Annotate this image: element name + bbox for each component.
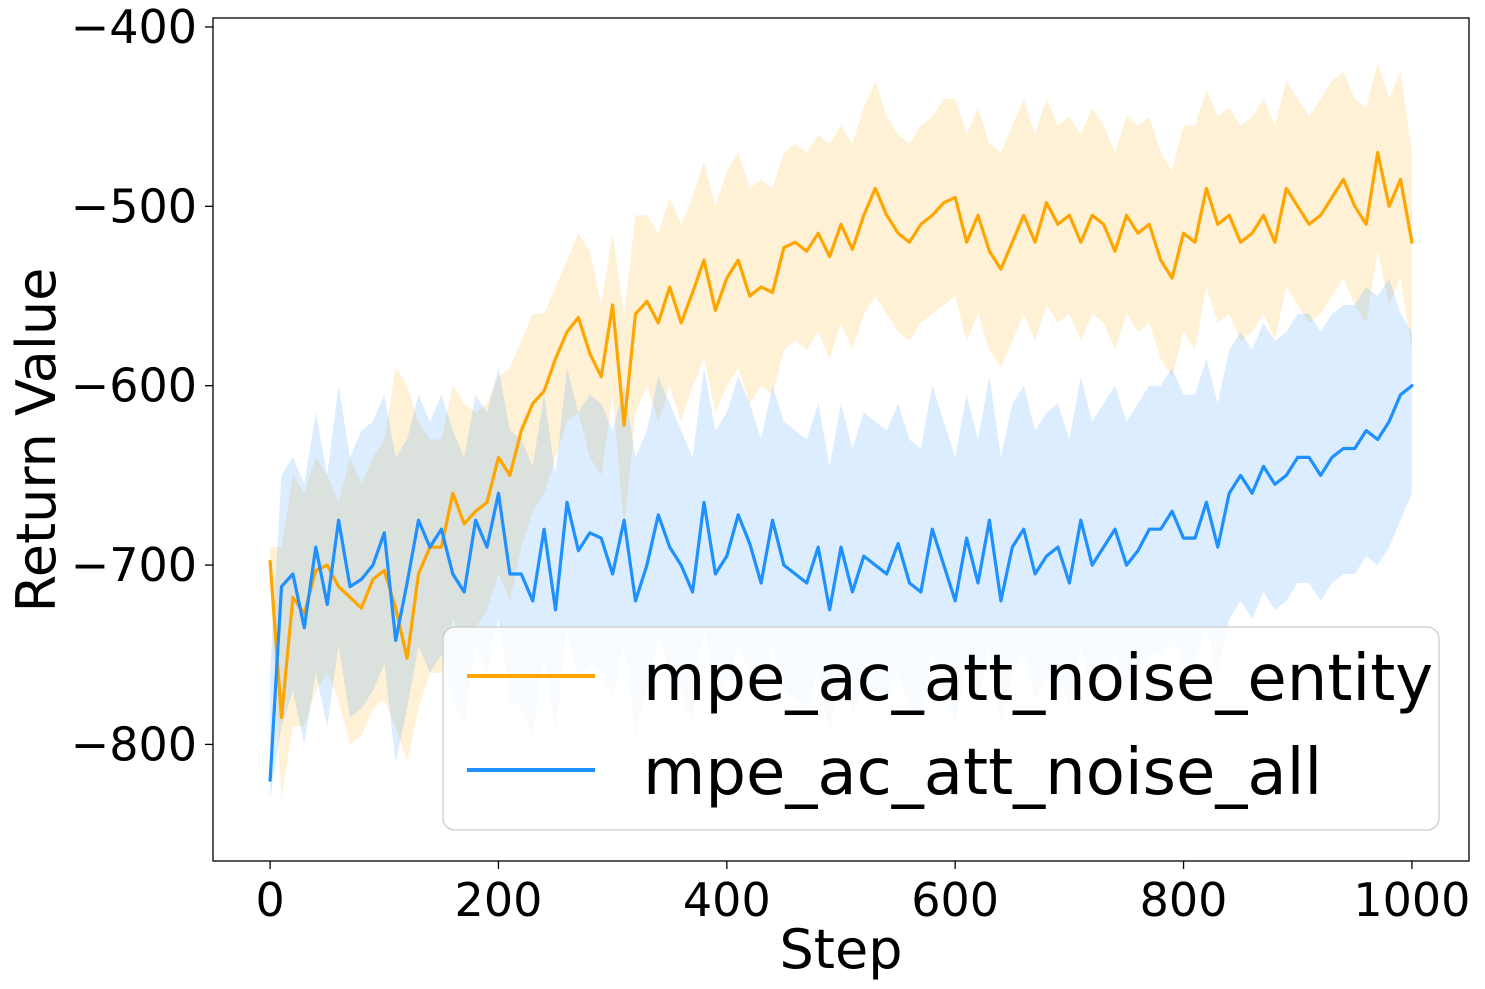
y-tick-label: −700 <box>71 538 197 592</box>
x-tick-label: 400 <box>683 873 771 927</box>
legend-label-entity: mpe_ac_att_noise_entity <box>643 642 1433 716</box>
x-tick-label: 0 <box>255 873 284 927</box>
plot-frame <box>212 17 1470 862</box>
x-tick-label: 800 <box>1140 873 1228 927</box>
x-tick-label: 200 <box>455 873 543 927</box>
x-axis-label: Step <box>780 918 903 981</box>
band-entity <box>270 62 1412 799</box>
y-axis-ticks: −400 −500 −600 −700 −800 <box>71 0 213 771</box>
y-tick-label: −500 <box>71 179 197 233</box>
y-axis-label: Return Value <box>5 268 68 613</box>
y-tick-label: −400 <box>71 0 197 54</box>
series-lines <box>268 150 1414 782</box>
x-tick-label: 1000 <box>1353 873 1470 927</box>
series-line-all <box>268 384 1414 782</box>
x-axis-ticks: 0 200 400 600 800 1000 <box>255 861 1470 927</box>
y-tick-label: −600 <box>71 359 197 413</box>
legend-box <box>442 626 1440 831</box>
y-tick-label: −800 <box>71 717 197 771</box>
legend: mpe_ac_att_noise_entity mpe_ac_att_noise… <box>442 626 1440 831</box>
x-tick-label: 600 <box>911 873 999 927</box>
legend-label-all: mpe_ac_att_noise_all <box>643 736 1322 810</box>
series-line-entity <box>268 150 1414 720</box>
